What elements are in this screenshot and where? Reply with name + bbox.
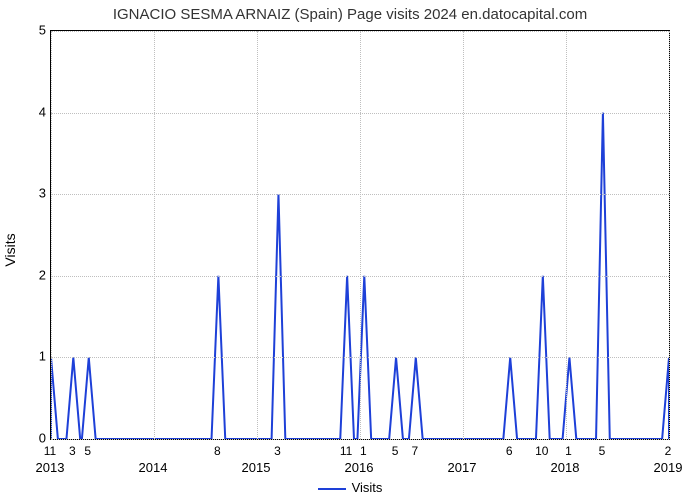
x-tick-year: 2016 <box>345 460 374 475</box>
gridline-v <box>566 31 567 439</box>
x-tick-year: 2014 <box>139 460 168 475</box>
legend-label: Visits <box>352 480 383 495</box>
x-tick-minor: 8 <box>214 444 221 458</box>
x-tick-minor: 2 <box>665 444 672 458</box>
gridline-v <box>154 31 155 439</box>
gridline-v <box>360 31 361 439</box>
x-tick-minor: 5 <box>599 444 606 458</box>
y-tick-label: 3 <box>6 186 46 201</box>
legend: Visits <box>0 480 700 495</box>
x-tick-minor: 11 <box>44 444 56 458</box>
x-tick-minor: 11 <box>340 444 352 458</box>
y-tick-label: 5 <box>6 23 46 38</box>
x-tick-year: 2019 <box>654 460 683 475</box>
legend-swatch <box>318 488 346 490</box>
plot-area <box>50 30 670 440</box>
x-tick-minor: 3 <box>274 444 281 458</box>
y-axis-label: Visits <box>2 233 18 266</box>
x-tick-year: 2015 <box>242 460 271 475</box>
x-tick-minor: 10 <box>535 444 548 458</box>
y-tick-label: 2 <box>6 267 46 282</box>
gridline-v <box>669 31 670 439</box>
x-tick-minor: 3 <box>69 444 76 458</box>
y-tick-label: 4 <box>6 104 46 119</box>
chart-title: IGNACIO SESMA ARNAIZ (Spain) Page visits… <box>0 6 700 23</box>
y-tick-label: 1 <box>6 349 46 364</box>
x-tick-minor: 5 <box>392 444 399 458</box>
x-tick-year: 2017 <box>448 460 477 475</box>
gridline-v <box>463 31 464 439</box>
y-tick-label: 0 <box>6 431 46 446</box>
x-tick-minor: 1 <box>565 444 572 458</box>
chart-container: IGNACIO SESMA ARNAIZ (Spain) Page visits… <box>0 0 700 500</box>
x-tick-year: 2013 <box>36 460 65 475</box>
x-tick-minor: 1 <box>360 444 367 458</box>
x-tick-minor: 6 <box>506 444 513 458</box>
x-tick-minor: 5 <box>84 444 91 458</box>
x-tick-year: 2018 <box>551 460 580 475</box>
gridline-v <box>51 31 52 439</box>
gridline-h <box>51 439 669 440</box>
gridline-v <box>257 31 258 439</box>
x-tick-minor: 7 <box>411 444 418 458</box>
